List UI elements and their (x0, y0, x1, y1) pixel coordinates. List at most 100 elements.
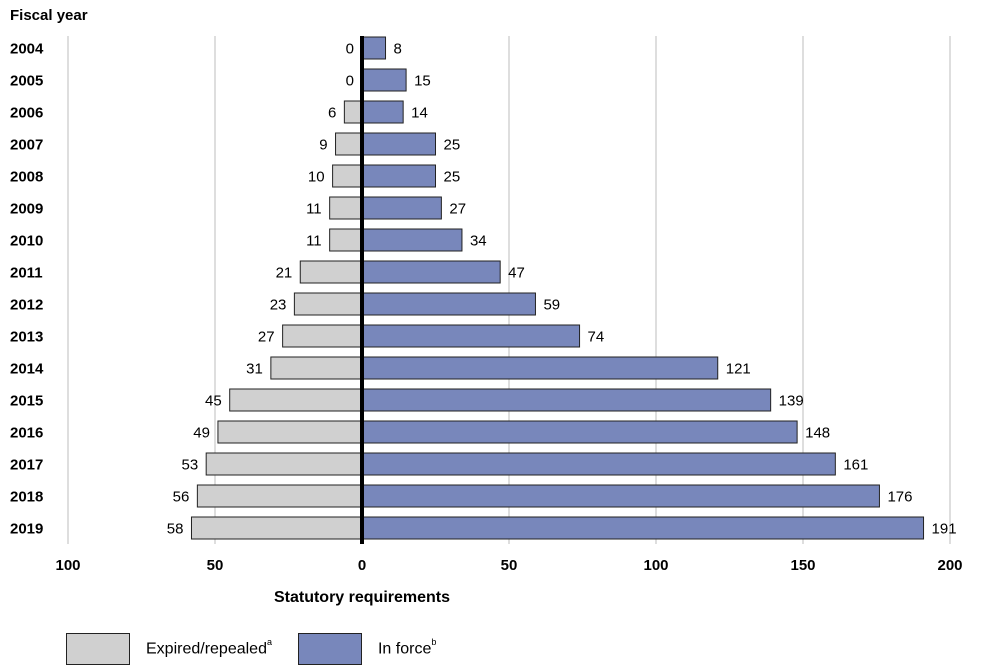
bar-in-force (361, 292, 536, 316)
data-label-in-force: 14 (411, 105, 428, 122)
data-label-in-force: 25 (444, 169, 461, 186)
legend-swatch-in-force (297, 633, 362, 665)
x-tick-label: 150 (790, 557, 815, 574)
legend-sup-expired: a (266, 637, 272, 648)
bar-expired (329, 228, 363, 252)
x-axis-title: Statutory requirements (274, 589, 450, 606)
legend-item-expired: Expired/repealeda (66, 633, 272, 665)
x-tick-label: 50 (207, 557, 224, 574)
x-tick-label: 100 (643, 557, 668, 574)
data-label-expired: 58 (167, 521, 184, 538)
bar-expired (270, 356, 363, 380)
bar-expired (229, 388, 363, 412)
data-label-in-force: 59 (543, 297, 560, 314)
data-label-in-force: 34 (470, 233, 487, 250)
bar-expired (205, 452, 363, 476)
y-tick-label: 2014 (10, 361, 44, 378)
y-tick-label: 2008 (10, 169, 43, 186)
x-tick-label: 0 (358, 557, 366, 574)
bar-expired (217, 420, 363, 444)
data-label-expired: 0 (346, 41, 354, 58)
y-tick-label: 2017 (10, 457, 43, 474)
y-tick-label: 2016 (10, 425, 43, 442)
legend-swatch-expired (66, 633, 130, 665)
bar-in-force (361, 228, 463, 252)
bar-in-force (361, 68, 407, 92)
legend: Expired/repealeda In forceb (66, 632, 462, 666)
bar-in-force (361, 196, 442, 220)
data-label-expired: 21 (276, 265, 293, 282)
bar-expired (190, 516, 363, 540)
bar-in-force (361, 324, 581, 348)
data-label-expired: 49 (193, 425, 210, 442)
bar-in-force (361, 388, 772, 412)
data-label-expired: 0 (346, 73, 354, 90)
data-label-in-force: 27 (449, 201, 466, 218)
bar-in-force (361, 452, 836, 476)
y-tick-label: 2019 (10, 521, 43, 538)
y-tick-label: 2007 (10, 137, 43, 154)
data-label-expired: 56 (173, 489, 190, 506)
y-tick-label: 2011 (10, 265, 43, 282)
bar-expired (299, 260, 363, 284)
data-label-expired: 9 (319, 137, 327, 154)
bar-in-force (361, 356, 719, 380)
data-label-expired: 27 (258, 329, 275, 346)
y-tick-label: 2018 (10, 489, 43, 506)
x-tick-label: 100 (55, 557, 80, 574)
x-tick-label: 200 (937, 557, 962, 574)
bar-expired (343, 100, 363, 124)
data-label-in-force: 74 (588, 329, 605, 346)
data-label-expired: 11 (306, 201, 322, 218)
data-label-in-force: 8 (394, 41, 402, 58)
data-label-in-force: 15 (414, 73, 431, 90)
y-tick-labels: 2004 2005 2006 2007 2008 2009 2010 2011 2012 2013… (10, 41, 44, 538)
bar-in-force (361, 420, 798, 444)
data-label-in-force: 148 (805, 425, 830, 442)
x-tick-labels: 100 50 0 50 100 150 200 (55, 557, 962, 574)
y-tick-label: 2013 (10, 329, 43, 346)
bar-in-force (361, 484, 880, 508)
data-label-in-force: 139 (779, 393, 804, 410)
bar-expired (332, 164, 363, 188)
bar-expired (293, 292, 363, 316)
legend-label-expired: Expired/repealed (146, 640, 267, 658)
bar-expired (329, 196, 363, 220)
y-tick-label: 2004 (10, 41, 44, 58)
data-label-in-force: 191 (932, 521, 957, 538)
bar-in-force (361, 36, 387, 60)
y-tick-label: 2012 (10, 297, 43, 314)
y-tick-label: 2009 (10, 201, 43, 218)
y-tick-label: 2005 (10, 73, 43, 90)
data-label-expired: 6 (328, 105, 336, 122)
y-tick-label: 2010 (10, 233, 43, 250)
x-tick-label: 50 (501, 557, 518, 574)
y-tick-label: 2015 (10, 393, 43, 410)
data-label-in-force: 161 (843, 457, 868, 474)
bar-in-force (361, 164, 436, 188)
y-axis-title: Fiscal year (10, 7, 88, 24)
legend-item-in-force: In forceb (297, 633, 437, 665)
data-label-expired: 45 (205, 393, 222, 410)
gridlines (67, 36, 951, 544)
bar-in-force (361, 260, 501, 284)
data-label-expired: 53 (181, 457, 198, 474)
data-labels: 0 8 0 15 6 14 9 25 10 25 11 27 11 34 21 47 23 59 27 74 31 121… (167, 41, 957, 538)
bar-expired (282, 324, 363, 348)
bar-expired (335, 132, 363, 156)
data-label-in-force: 121 (726, 361, 751, 378)
data-label-in-force: 47 (508, 265, 525, 282)
legend-sup-in-force: b (431, 637, 437, 648)
bar-in-force (361, 132, 436, 156)
bar-expired (196, 484, 363, 508)
bar-in-force (361, 516, 925, 540)
data-label-in-force: 176 (887, 489, 912, 506)
bars (190, 36, 925, 540)
data-label-expired: 31 (246, 361, 263, 378)
data-label-in-force: 25 (444, 137, 461, 154)
data-label-expired: 10 (308, 169, 325, 186)
y-tick-label: 2006 (10, 105, 43, 122)
data-label-expired: 23 (270, 297, 287, 314)
data-label-expired: 11 (306, 233, 322, 250)
